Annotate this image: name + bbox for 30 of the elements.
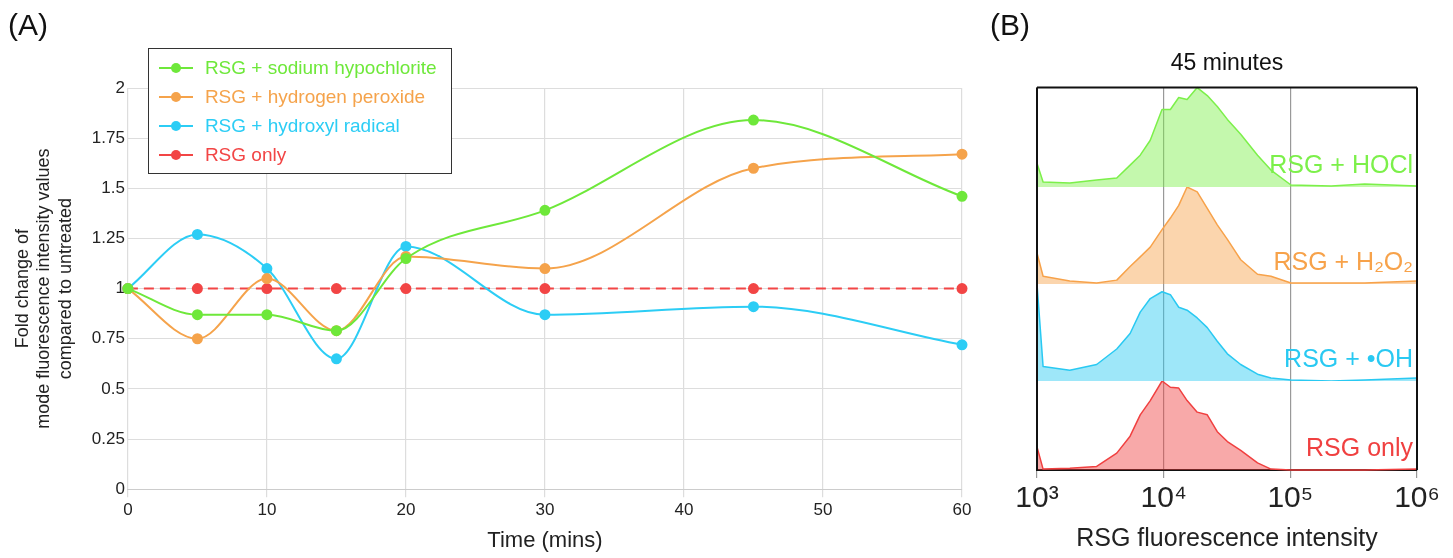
chart-title: 45 minutes (1170, 49, 1284, 76)
text: (A) (8, 8, 48, 42)
x-tick-label: 10 (257, 500, 277, 520)
legend-label: RSG + sodium hypochlorite (204, 56, 437, 79)
x-tick-label: 10⁵ (1267, 480, 1314, 514)
y-tick-label: 0.25 (91, 428, 125, 448)
y-axis-title: Fold change of mode fluorescence intensity values compared to untreated (11, 148, 75, 429)
series-label: RSG only (1306, 433, 1414, 462)
y-tick-label: 0.5 (101, 378, 125, 398)
x-tick-label: 50 (813, 500, 833, 520)
x-tick-label: 40 (674, 500, 694, 520)
x-tick-label: 10⁶ (1394, 480, 1440, 514)
y-tick-label: 0.75 (91, 328, 125, 348)
y-tick-label: 1.5 (101, 177, 125, 197)
text: (B) (990, 8, 1030, 42)
x-tick-label: 10⁴ (1140, 480, 1187, 514)
x-axis-title: RSG fluorescence intensity (1076, 522, 1379, 551)
y-tick-label: 1 (115, 278, 125, 298)
legend-label: RSG + hydrogen peroxide (204, 85, 426, 108)
legend-label: RSG only (204, 143, 287, 166)
y-tick-label: 1.25 (91, 228, 125, 248)
x-axis-title: Time (mins) (487, 526, 603, 552)
x-tick-label: 30 (535, 500, 555, 520)
y-tick-label: 2 (115, 77, 125, 97)
legend-label: RSG + hydroxyl radical (204, 114, 400, 137)
x-tick-label: 60 (952, 500, 972, 520)
x-tick-label: 10³ (1015, 480, 1059, 514)
y-tick-label: 1.75 (91, 127, 125, 147)
series-label: RSG + •OH (1284, 344, 1413, 373)
x-tick-label: 20 (396, 500, 416, 520)
